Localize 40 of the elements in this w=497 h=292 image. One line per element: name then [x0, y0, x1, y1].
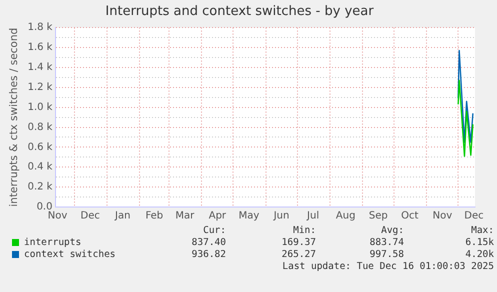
chart-title: Interrupts and context switches - by year — [105, 4, 374, 20]
x-tick-label: Apr — [208, 210, 227, 222]
text: 4.20k — [464, 249, 494, 260]
text: Cur: — [202, 225, 226, 236]
text: 837.40 — [190, 237, 226, 248]
y-tick-label: 1.0 k — [28, 102, 53, 113]
y-tick-label: 1.8 k — [28, 22, 53, 34]
text: Max: — [470, 225, 494, 236]
y-tick-label: 0.4 k — [28, 162, 53, 173]
x-tick-label: May — [238, 210, 260, 222]
legend-label: interrupts — [24, 237, 82, 248]
x-tick-label: Sep — [368, 210, 388, 222]
x-tick-label: Dec — [80, 210, 100, 222]
y-tick-label: 0.8 k — [28, 122, 53, 133]
x-tick-label: Nov — [48, 210, 68, 222]
legend-label: context switches — [24, 249, 116, 260]
text: Min: — [292, 225, 316, 236]
y-tick-label: 1.2 k — [28, 82, 53, 93]
text: 265.27 — [280, 249, 316, 260]
x-tick-label: Nov — [432, 210, 452, 222]
x-tick-label: Dec — [464, 210, 484, 222]
x-tick-label: Jun — [272, 210, 290, 222]
text: 883.74 — [368, 237, 404, 248]
text: Last update: Tue Dec 16 01:00:03 2025 — [281, 261, 494, 272]
text: 6.15k — [464, 237, 494, 248]
x-tick-label: Jan — [114, 210, 130, 222]
x-tick-label: Jul — [306, 210, 320, 222]
y-tick-label: 0.2 k — [28, 182, 53, 193]
text: 169.37 — [280, 237, 316, 248]
text: 997.58 — [368, 249, 404, 260]
y-axis-title: interrupts & ctx switches / second — [8, 28, 20, 207]
x-tick-label: Oct — [401, 210, 419, 222]
x-tick-label: Mar — [175, 210, 196, 222]
x-tick-label: Aug — [336, 210, 356, 222]
y-tick-label: 1.4 k — [28, 62, 53, 74]
x-tick-label: Feb — [145, 210, 164, 222]
text: 936.82 — [190, 249, 226, 260]
y-tick-label: 0.6 k — [28, 142, 53, 153]
y-tick-label: 1.6 k — [28, 42, 53, 54]
text: Avg: — [380, 225, 404, 236]
